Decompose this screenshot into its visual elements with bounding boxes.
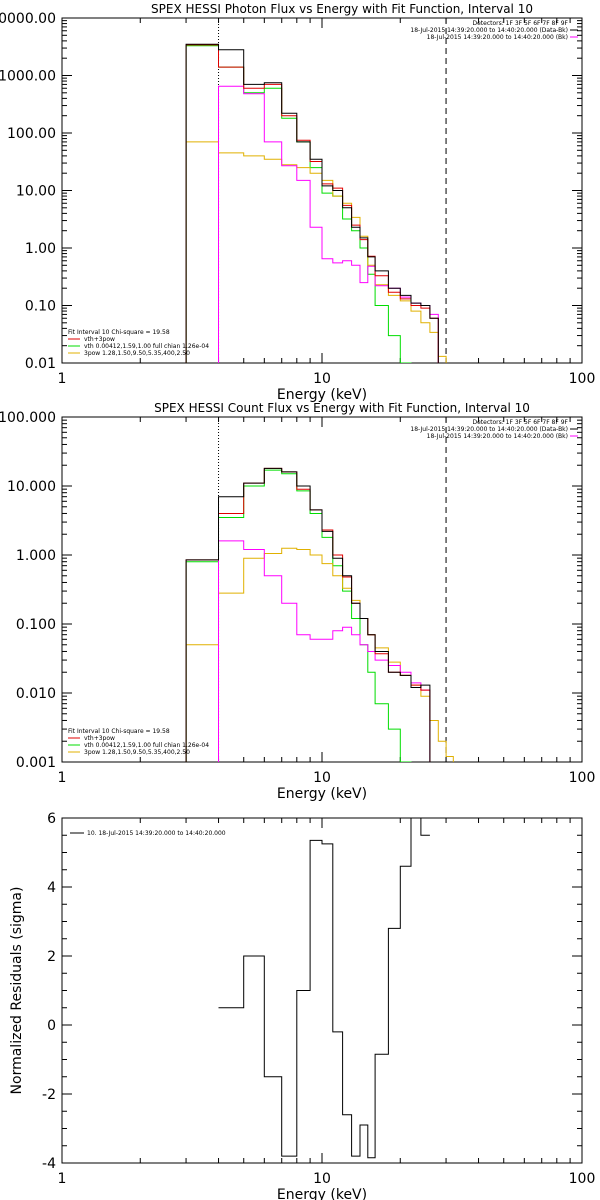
x-tick-label: 1 <box>58 770 67 786</box>
series-data-line <box>185 43 439 363</box>
x-tick-label: 1 <box>58 1171 67 1187</box>
series-total-line <box>185 44 439 363</box>
series-total-line <box>185 467 431 762</box>
plot-title: SPEX HESSI Photon Flux vs Energy with Fi… <box>151 2 533 16</box>
y-tick-label: 10000.00 <box>0 11 56 27</box>
y-tick-label: 0.001 <box>16 755 56 771</box>
x-axis-title: Energy (keV) <box>277 387 367 403</box>
x-tick-label: 10 <box>313 371 331 387</box>
y-tick-label: -4 <box>42 1156 56 1172</box>
y-tick-label: 0 <box>47 1018 56 1034</box>
series-vth-line <box>185 469 412 762</box>
y-tick-label: 1000.00 <box>0 69 56 85</box>
series-data-line <box>185 467 431 762</box>
y-tick-label: 2 <box>47 949 56 965</box>
y-tick-label: -2 <box>42 1087 56 1103</box>
series-bk-line <box>218 85 439 363</box>
y-tick-label: 10.000 <box>7 479 56 495</box>
y-tick-label: 6 <box>47 811 56 827</box>
info-line: Detectors: 1F 3F 5F 6F 7F 8F 9F <box>472 20 568 27</box>
y-tick-label: 1.00 <box>25 241 56 257</box>
plot-title: SPEX HESSI Count Flux vs Energy with Fit… <box>154 401 530 415</box>
y-tick-label: 1.000 <box>16 548 56 564</box>
y-tick-label: 0.10 <box>25 299 56 315</box>
x-axis-title: Energy (keV) <box>277 786 367 802</box>
y-tick-label: 0.010 <box>16 686 56 702</box>
chart-panel-1: SPEX HESSI Photon Flux vs Energy with Fi… <box>0 2 595 403</box>
chart-panel-2: SPEX HESSI Count Flux vs Energy with Fit… <box>0 401 595 802</box>
x-tick-label: 100 <box>569 371 596 387</box>
series-bk-line <box>218 540 431 762</box>
y-tick-label: 0.01 <box>25 356 56 372</box>
y-tick-label: 4 <box>47 880 56 896</box>
info-line: 18-Jul-2015 14:39:20.000 to 14:40:20.000… <box>410 27 568 34</box>
x-tick-label: 100 <box>569 1171 596 1187</box>
legend-line: 3pow 1.28,1.50,9.50,5.35,400,2.50 <box>84 749 190 756</box>
info-line: 18-Jul-2015 14:39:20.000 to 14:40:20.000… <box>410 426 568 433</box>
info-line: 18-Jul-2015 14:39:20.000 to 14:40:20.000… <box>427 34 568 41</box>
info-line: 18-Jul-2015 14:39:20.000 to 14:40:20.000… <box>427 433 568 440</box>
chart-panel-3: 1 10 100 Energy (keV) -4 -2 0 2 4 6 Normalized Res… <box>9 811 595 1200</box>
legend-line: Fit Interval 10 Chi-square = 19.58 <box>68 728 170 735</box>
y-tick-label: 100.000 <box>0 410 56 426</box>
legend-line: 3pow 1.28,1.50,9.50,5.35,400,2.50 <box>84 350 190 357</box>
x-tick-label: 10 <box>313 770 331 786</box>
legend-line: vth+3pow <box>84 735 115 742</box>
x-tick-label: 10 <box>313 1171 331 1187</box>
info-line: Detectors: 1F 3F 5F 6F 7F 8F 9F <box>472 419 568 426</box>
legend-line: Fit Interval 10 Chi-square = 19.58 <box>68 329 170 336</box>
legend-line: vth+3pow <box>84 336 115 343</box>
y-axis-title: Normalized Residuals (sigma) <box>9 887 25 1095</box>
series-pow-line <box>185 547 454 762</box>
x-axis-title: Energy (keV) <box>277 1187 367 1200</box>
y-tick-label: 100.00 <box>7 126 56 142</box>
legend-line: vth 0.00412,1.59,1.00 full chian 1.26e-0… <box>84 343 209 350</box>
series-vth-line <box>185 45 412 363</box>
legend-line: 10. 18-Jul-2015 14:39:20.000 to 14:40:20… <box>87 830 226 837</box>
x-tick-label: 1 <box>58 371 67 387</box>
legend-line: vth 0.00412,1.59,1.00 full chian 1.26e-0… <box>84 742 209 749</box>
y-tick-label: 0.100 <box>16 617 56 633</box>
plot-frame <box>61 817 583 1164</box>
x-tick-label: 100 <box>569 770 596 786</box>
plot-frame <box>61 416 583 763</box>
series-residuals-line <box>218 818 430 1159</box>
y-tick-label: 10.00 <box>16 184 56 200</box>
series-pow-line <box>185 141 447 363</box>
